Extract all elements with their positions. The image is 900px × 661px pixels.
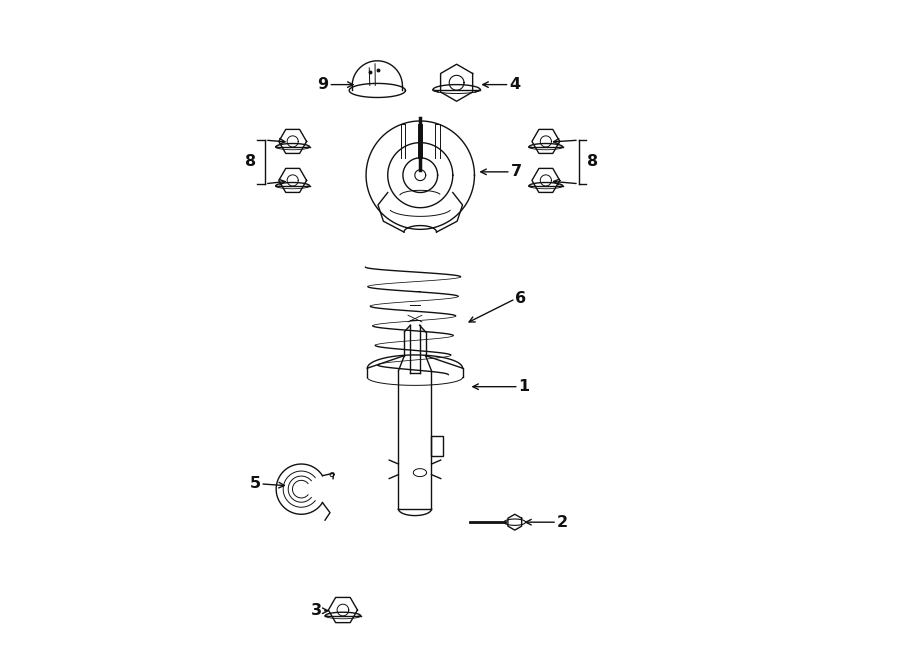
- Text: 8: 8: [587, 155, 598, 169]
- Text: 4: 4: [509, 77, 520, 92]
- Text: 1: 1: [518, 379, 529, 394]
- Text: 7: 7: [510, 165, 522, 179]
- Text: 2: 2: [557, 515, 568, 529]
- Text: 6: 6: [515, 292, 526, 306]
- Text: 8: 8: [245, 155, 256, 169]
- Text: 5: 5: [249, 477, 261, 491]
- Text: 3: 3: [310, 603, 322, 618]
- Text: 9: 9: [318, 77, 328, 92]
